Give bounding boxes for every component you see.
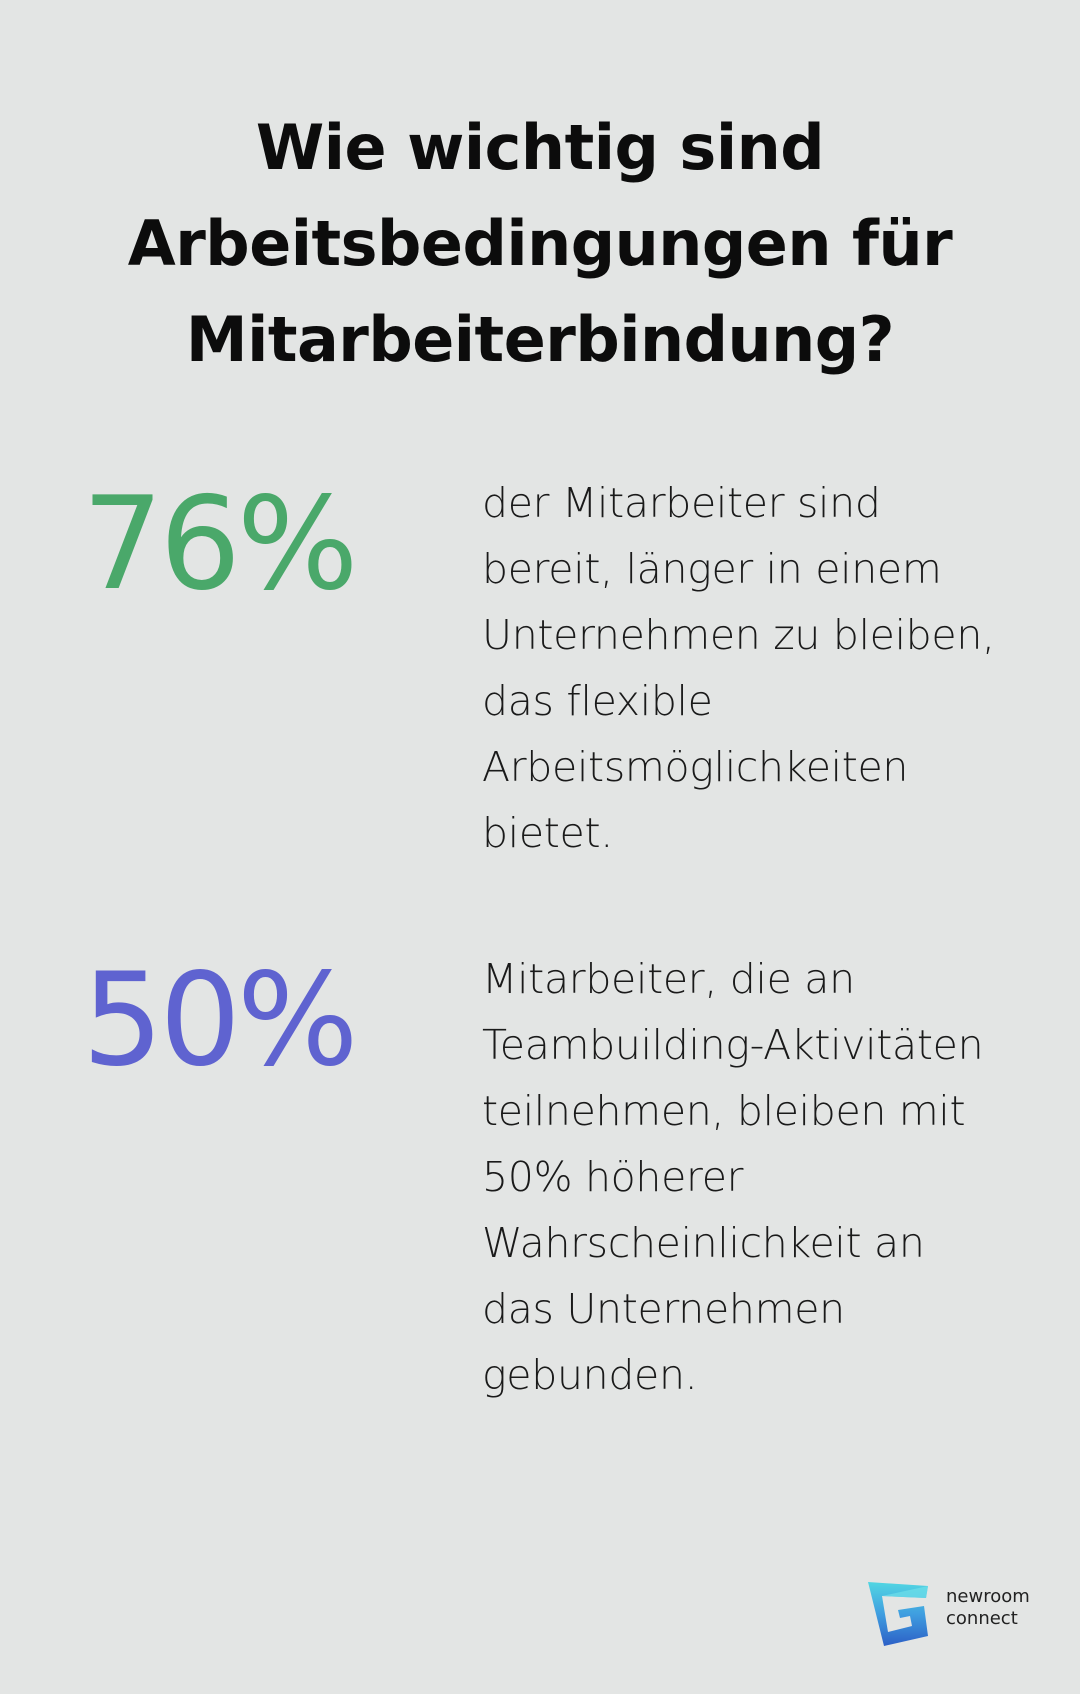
stat-description: der Mitarbeiter sind bereit, länger in e… xyxy=(482,479,995,857)
logo-line-2: connect xyxy=(946,1608,1018,1629)
logo-line-1: newroom xyxy=(946,1586,1030,1607)
stat-description: Mitarbeiter, die an Teambuilding-Aktivit… xyxy=(482,955,984,1399)
stat-value: 76% xyxy=(82,470,358,619)
brand-logo: newroom connect xyxy=(866,1574,1046,1654)
logo-wordmark: newroom connect xyxy=(946,1586,1030,1630)
page-title: Wie wichtig sind Arbeitsbedingungen für … xyxy=(127,111,953,376)
newroom-connect-logo-icon xyxy=(868,1582,928,1646)
stat-value: 50% xyxy=(82,946,358,1095)
